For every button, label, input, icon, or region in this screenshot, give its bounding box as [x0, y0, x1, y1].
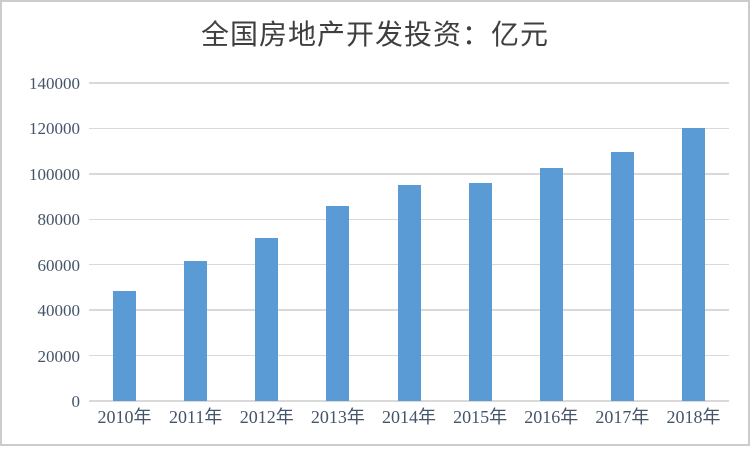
x-axis-tick-label: 2015年 — [453, 407, 508, 427]
x-axis-tick-label: 2017年 — [595, 407, 650, 427]
y-axis-tick-label: 80000 — [37, 210, 81, 230]
gridline — [89, 400, 729, 402]
y-axis-tick-label: 140000 — [29, 74, 80, 93]
bar-2013 — [326, 205, 350, 401]
x-axis-tick-label: 2018年 — [666, 407, 721, 427]
y-axis-tick-label: 100000 — [29, 164, 80, 184]
bar-2014 — [397, 185, 421, 401]
x-axis-tick-label: 2011年 — [168, 407, 223, 427]
y-axis-tick-label: 60000 — [37, 255, 81, 275]
x-axis-tick-label: 2012年 — [239, 407, 294, 427]
y-axis-tick-label: 40000 — [37, 301, 81, 321]
x-axis-tick-label: 2014年 — [382, 407, 436, 427]
bar-2016 — [539, 168, 563, 401]
x-axis-tick-label: 2013年 — [310, 407, 365, 427]
x-axis-tick-label: 2010年 — [97, 407, 152, 427]
gridline — [89, 127, 729, 130]
x-axis-tick-label: 2016年 — [524, 407, 579, 427]
gridline — [89, 82, 729, 84]
gridline — [89, 173, 729, 175]
bar-2012 — [255, 237, 279, 401]
chart-title: 全国房地产开发投资：亿元 — [200, 20, 549, 51]
bar-2010 — [113, 291, 137, 401]
y-axis-tick-label: 120000 — [29, 119, 80, 139]
bar-2018 — [681, 127, 705, 401]
bar-2017 — [610, 151, 634, 401]
bar-2011 — [184, 260, 208, 401]
bar-2015 — [468, 183, 492, 401]
plot-area — [89, 82, 729, 402]
y-axis-tick-label: 20000 — [37, 346, 81, 366]
y-axis-tick-label: 0 — [71, 392, 81, 411]
